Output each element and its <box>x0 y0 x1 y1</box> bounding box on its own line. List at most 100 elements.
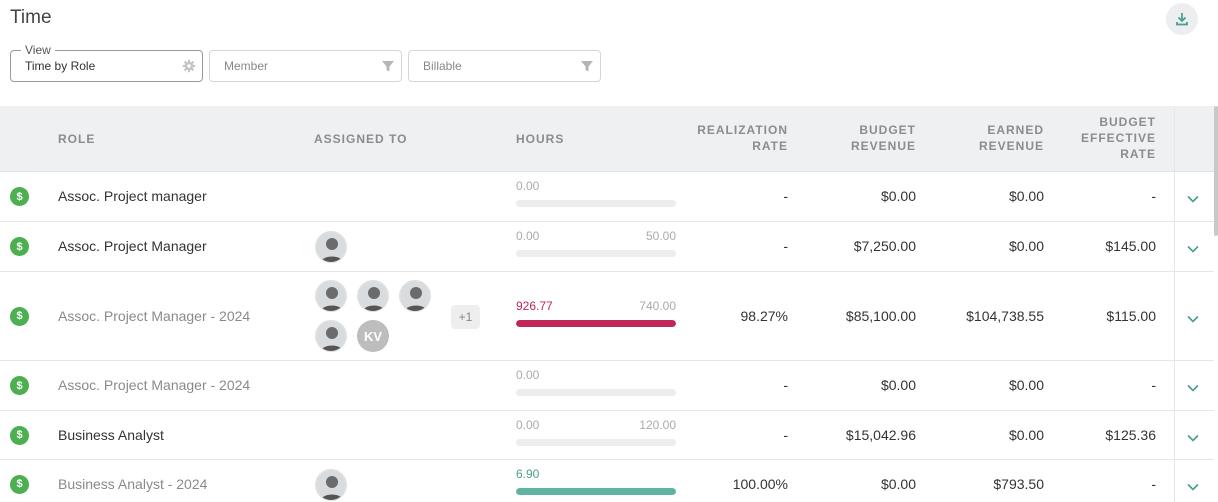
table-row[interactable]: $ Assoc. Project manager 0.00 - $0.00 $0.00 - <box>0 172 1214 222</box>
billable-dollar-icon: $ <box>10 376 29 395</box>
budget-effective-rate: - <box>1151 475 1156 492</box>
hours-progress-fill <box>516 319 676 327</box>
realization-rate: 98.27% <box>740 307 788 324</box>
role-name: Assoc. Project Manager - 2024 <box>58 307 251 324</box>
billable-dollar-icon: $ <box>10 474 29 494</box>
column-realization-rate[interactable]: REALIZATION RATE <box>660 122 788 154</box>
earned-revenue: $0.00 <box>1008 377 1044 393</box>
member-avatar[interactable] <box>357 280 389 312</box>
download-icon <box>1176 13 1188 26</box>
column-ber-line-3: RATE <box>1120 147 1156 161</box>
budget-effective-rate: - <box>1151 377 1156 393</box>
hours-used: 926.77 <box>516 298 553 313</box>
column-role[interactable]: ROLE <box>58 132 96 146</box>
column-earned-revenue-line-1: EARNED <box>987 123 1044 137</box>
member-avatar[interactable] <box>315 280 347 312</box>
billable-filter[interactable]: Billable <box>408 50 601 82</box>
member-avatar[interactable] <box>315 231 347 263</box>
column-divider <box>1174 411 1175 459</box>
hours-progress-bar <box>516 319 676 327</box>
billable-placeholder: Billable <box>423 59 462 73</box>
billable-dollar-icon: $ <box>10 187 29 206</box>
table-row[interactable]: $ Assoc. Project Manager - 2024 0.00 - $0.00… <box>0 361 1214 411</box>
chevron-down-icon[interactable] <box>1186 381 1200 395</box>
table-row[interactable]: $ Business Analyst - 2024 6.90 100.00% $0.00… <box>0 460 1214 502</box>
member-avatar-initials[interactable]: KV <box>357 320 389 352</box>
budget-revenue: $0.00 <box>880 377 916 393</box>
hours-progress-bar <box>516 250 676 257</box>
hours-progress-bar <box>516 438 676 446</box>
gear-icon[interactable] <box>182 59 196 73</box>
column-budget-effective-rate[interactable]: BUDGET EFFECTIVE RATE <box>1060 114 1156 162</box>
member-avatar[interactable] <box>315 468 347 501</box>
realization-rate: - <box>783 238 788 254</box>
budget-effective-rate: - <box>1151 188 1156 204</box>
hours-used: 0.00 <box>516 368 540 382</box>
column-budget-revenue[interactable]: BUDGET REVENUE <box>800 122 916 154</box>
chevron-down-icon[interactable] <box>1186 480 1200 494</box>
billable-dollar-icon: $ <box>10 237 29 256</box>
view-select[interactable]: View Time by Role <box>10 43 203 82</box>
hours-progress-bar <box>516 200 676 207</box>
budget-revenue: $0.00 <box>880 188 916 204</box>
download-button[interactable] <box>1166 3 1198 35</box>
hours-used: 0.00 <box>516 417 540 432</box>
realization-rate: 100.00% <box>732 475 788 492</box>
member-avatar[interactable] <box>399 280 431 312</box>
page-title: Time <box>10 7 52 28</box>
view-legend: View <box>21 43 55 57</box>
member-avatar[interactable] <box>315 320 347 352</box>
view-value: Time by Role <box>25 59 96 73</box>
chevron-down-icon[interactable] <box>1186 242 1200 256</box>
column-divider <box>1174 106 1175 171</box>
column-ber-line-1: BUDGET <box>1099 115 1156 129</box>
role-name: Business Analyst - 2024 <box>58 475 208 492</box>
earned-revenue: $0.00 <box>1008 426 1044 443</box>
hours-used: 0.00 <box>516 229 540 243</box>
role-name: Business Analyst <box>58 426 164 443</box>
column-assigned-to[interactable]: ASSIGNED TO <box>314 132 408 146</box>
table-row[interactable]: $ Business Analyst 0.00 120.00 - $15,042.96 $0… <box>0 411 1214 460</box>
role-name: Assoc. Project Manager <box>58 238 207 254</box>
earned-revenue: $0.00 <box>1008 188 1044 204</box>
table-row[interactable]: $ Assoc. Project Manager 0.00 50.00 - $7,250.… <box>0 222 1214 272</box>
budget-revenue: $0.00 <box>880 475 916 492</box>
column-budget-revenue-line-2: REVENUE <box>850 139 916 153</box>
billable-dollar-icon: $ <box>10 425 29 445</box>
realization-rate: - <box>783 426 788 443</box>
time-by-role-table: ROLE ASSIGNED TO HOURS REALIZATION RATE … <box>0 106 1218 502</box>
column-earned-revenue[interactable]: EARNED REVENUE <box>928 122 1044 154</box>
member-placeholder: Member <box>224 59 269 73</box>
earned-revenue: $0.00 <box>1008 238 1044 254</box>
column-budget-revenue-line-1: BUDGET <box>859 123 916 137</box>
column-realization-line-1: REALIZATION <box>697 123 788 137</box>
realization-rate: - <box>783 188 788 204</box>
column-hours[interactable]: HOURS <box>516 132 565 146</box>
role-name: Assoc. Project manager <box>58 188 207 204</box>
table-row[interactable]: $ Assoc. Project Manager - 2024 KV +1 926.77… <box>0 272 1214 361</box>
vertical-scrollbar[interactable] <box>1214 106 1218 236</box>
more-members-chip[interactable]: +1 <box>451 304 480 329</box>
budget-effective-rate: $115.00 <box>1106 307 1156 324</box>
hours-progress-bar <box>516 487 676 495</box>
role-name: Assoc. Project Manager - 2024 <box>58 377 251 393</box>
billable-dollar-icon: $ <box>10 306 29 326</box>
table-header: ROLE ASSIGNED TO HOURS REALIZATION RATE … <box>0 106 1214 172</box>
earned-revenue: $104,738.55 <box>966 307 1044 324</box>
hours-budget: 120.00 <box>639 417 676 432</box>
member-filter[interactable]: Member <box>209 50 402 82</box>
column-divider <box>1174 172 1175 221</box>
chevron-down-icon[interactable] <box>1186 431 1200 445</box>
budget-effective-rate: $125.36 <box>1105 426 1156 443</box>
hours-budget: 740.00 <box>639 298 676 313</box>
chevron-down-icon[interactable] <box>1186 192 1200 206</box>
budget-revenue: $7,250.00 <box>853 238 916 254</box>
hours-used: 6.90 <box>516 466 540 481</box>
earned-revenue: $793.50 <box>993 475 1044 492</box>
filter-icon <box>382 61 394 72</box>
column-divider <box>1174 272 1175 360</box>
column-divider <box>1174 222 1175 271</box>
chevron-down-icon[interactable] <box>1186 312 1200 326</box>
column-realization-line-2: RATE <box>752 139 788 153</box>
hours-used: 0.00 <box>516 179 540 193</box>
